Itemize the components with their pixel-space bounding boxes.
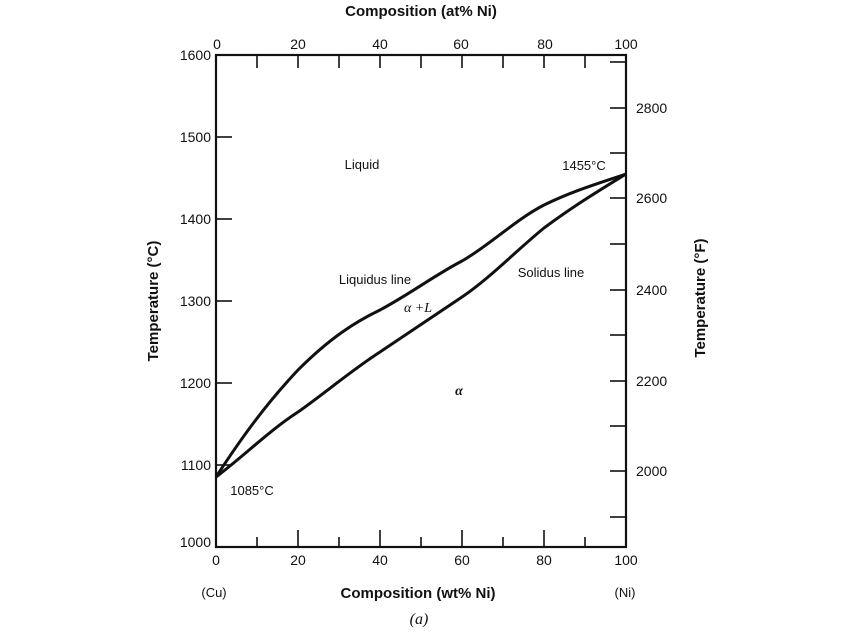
- left-tick-label: 1200: [180, 375, 211, 391]
- right-axis-ticks: [610, 61, 626, 518]
- left-tick-label: 1100: [181, 457, 211, 473]
- left-tick-label: 1500: [180, 129, 211, 145]
- right-tick-label: 2200: [636, 373, 667, 389]
- solidus-line-label: Solidus line: [518, 265, 585, 280]
- bottom-tick-label: 0: [212, 552, 220, 568]
- cu-melting-point-label: 1085°C: [230, 483, 274, 498]
- left-axis-ticks: [216, 136, 232, 466]
- bottom-tick-label: 80: [536, 552, 552, 568]
- bottom-tick-label: 100: [614, 552, 638, 568]
- bottom-tick-label: 40: [372, 552, 388, 568]
- right-tick-label: 2800: [636, 100, 667, 116]
- solidus-curve: [215, 172, 627, 479]
- ni-melting-point-label: 1455°C: [562, 158, 606, 173]
- liquidus-line-label: Liquidus line: [339, 272, 411, 287]
- top-axis-title: Composition (at% Ni): [345, 3, 497, 20]
- top-tick-label: 100: [614, 36, 638, 52]
- bottom-tick-label: 20: [290, 552, 306, 568]
- left-tick-label: 1600: [180, 47, 211, 63]
- top-axis-ticks: [256, 55, 586, 68]
- top-tick-label: 40: [372, 36, 388, 52]
- top-tick-label: 20: [290, 36, 306, 52]
- left-tick-label: 1400: [180, 211, 211, 227]
- left-axis-title: Temperature (°C): [145, 241, 162, 362]
- left-tick-label: 1000: [180, 534, 211, 550]
- top-tick-label: 60: [453, 36, 469, 52]
- bottom-axis-ticks: [256, 530, 586, 547]
- alpha-region-label: α: [455, 384, 463, 399]
- right-tick-label: 2000: [636, 463, 667, 479]
- figure-caption: (a): [410, 611, 429, 628]
- two-phase-region-label: α +L: [404, 301, 432, 316]
- liquidus-curve: [214, 172, 627, 478]
- right-tick-label: 2600: [636, 190, 667, 206]
- top-tick-label: 80: [537, 36, 553, 52]
- right-tick-label: 2400: [636, 282, 667, 298]
- ni-end-label: (Ni): [615, 585, 636, 600]
- top-tick-label: 0: [213, 36, 221, 52]
- cu-end-label: (Cu): [201, 585, 226, 600]
- left-tick-label: 1300: [180, 293, 211, 309]
- liquid-region-label: Liquid: [345, 157, 380, 172]
- bottom-tick-label: 60: [454, 552, 470, 568]
- bottom-axis-title: Composition (wt% Ni): [341, 585, 496, 602]
- right-axis-title: Temperature (°F): [692, 238, 709, 357]
